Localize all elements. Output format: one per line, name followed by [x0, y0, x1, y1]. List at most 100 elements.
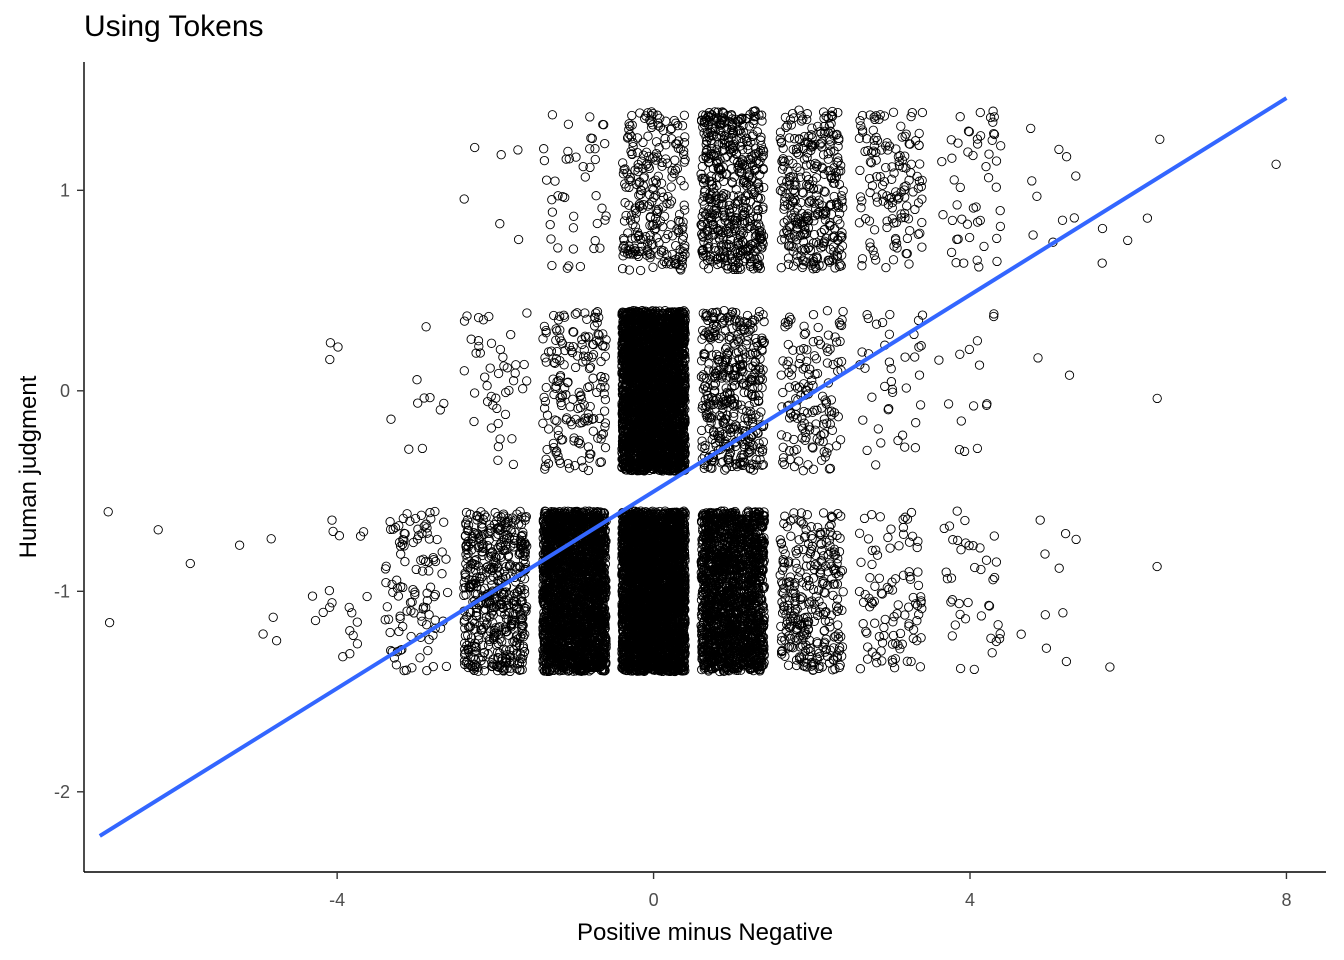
data-point — [402, 606, 412, 616]
data-point — [395, 611, 405, 621]
data-point — [407, 597, 417, 607]
data-point — [345, 626, 355, 636]
data-point — [476, 625, 486, 635]
data-point — [385, 524, 396, 535]
data-point — [417, 616, 427, 626]
data-point — [422, 665, 432, 676]
data-point — [318, 607, 328, 618]
data-point — [479, 510, 490, 520]
data-point — [515, 506, 525, 517]
data-point — [327, 598, 337, 608]
data-point — [421, 620, 432, 630]
data-point — [418, 602, 429, 612]
data-point — [398, 534, 408, 545]
data-point — [465, 509, 475, 519]
data-point — [501, 529, 511, 540]
data-point — [397, 539, 408, 550]
data-point — [419, 521, 429, 531]
data-point — [412, 534, 423, 544]
data-point — [428, 661, 438, 672]
data-point — [347, 608, 357, 618]
data-point — [521, 511, 531, 522]
data-point — [258, 629, 268, 639]
data-point — [424, 534, 435, 544]
data-point — [417, 566, 428, 576]
data-point — [266, 534, 276, 544]
data-point — [441, 554, 451, 564]
data-point — [338, 652, 348, 662]
data-point — [381, 561, 391, 571]
data-point — [413, 524, 423, 534]
data-point — [334, 531, 345, 541]
data-point — [405, 516, 415, 526]
data-point — [380, 615, 390, 625]
data-point — [381, 577, 391, 588]
data-point — [310, 615, 321, 626]
data-point — [352, 639, 363, 649]
data-point — [407, 663, 417, 673]
data-point — [411, 564, 421, 575]
data-point — [398, 513, 408, 524]
data-point — [442, 587, 453, 598]
data-point — [516, 592, 526, 602]
data-point — [153, 525, 163, 535]
chart-title: Using Tokens — [84, 10, 264, 43]
data-point — [385, 627, 395, 638]
data-point — [408, 584, 418, 595]
data-point — [425, 507, 435, 518]
data-point — [394, 521, 404, 531]
data-point — [388, 524, 398, 534]
data-point — [396, 549, 406, 559]
data-point — [437, 547, 447, 557]
data-point — [104, 617, 115, 628]
data-point — [424, 610, 434, 620]
data-point — [387, 579, 397, 590]
data-point — [421, 519, 431, 529]
data-point — [422, 523, 432, 533]
data-point — [416, 611, 426, 621]
data-point — [328, 526, 338, 537]
data-point — [395, 541, 406, 551]
data-point — [268, 612, 278, 622]
data-point — [307, 591, 318, 601]
data-point — [406, 606, 416, 616]
points-layer — [103, 105, 1281, 677]
data-point — [424, 566, 434, 576]
data-point — [394, 626, 404, 637]
data-point — [362, 591, 372, 602]
data-point — [234, 540, 245, 550]
data-point — [439, 517, 449, 527]
data-point — [344, 602, 354, 613]
data-point — [399, 541, 409, 551]
data-point — [271, 636, 282, 646]
data-point — [352, 617, 362, 627]
data-point — [415, 653, 425, 663]
data-point — [358, 527, 369, 537]
data-point — [432, 534, 442, 545]
data-point — [395, 613, 405, 624]
data-point — [390, 522, 401, 533]
data-point — [394, 537, 405, 548]
data-point — [430, 506, 440, 517]
data-point — [388, 587, 398, 597]
data-point — [437, 569, 447, 579]
data-point — [423, 645, 433, 656]
data-point — [479, 647, 490, 658]
data-point — [429, 591, 439, 602]
data-point — [348, 630, 358, 641]
data-point — [391, 660, 402, 670]
data-point — [441, 661, 452, 672]
data-point — [416, 510, 427, 520]
data-point — [398, 582, 408, 593]
data-point — [423, 557, 434, 567]
data-point — [425, 582, 436, 592]
data-point — [325, 602, 335, 612]
data-point — [400, 556, 410, 567]
data-point — [410, 587, 420, 597]
data-point — [327, 515, 337, 525]
data-point — [426, 514, 436, 524]
data-point — [510, 561, 521, 572]
data-point — [499, 532, 509, 542]
data-point — [481, 512, 491, 522]
